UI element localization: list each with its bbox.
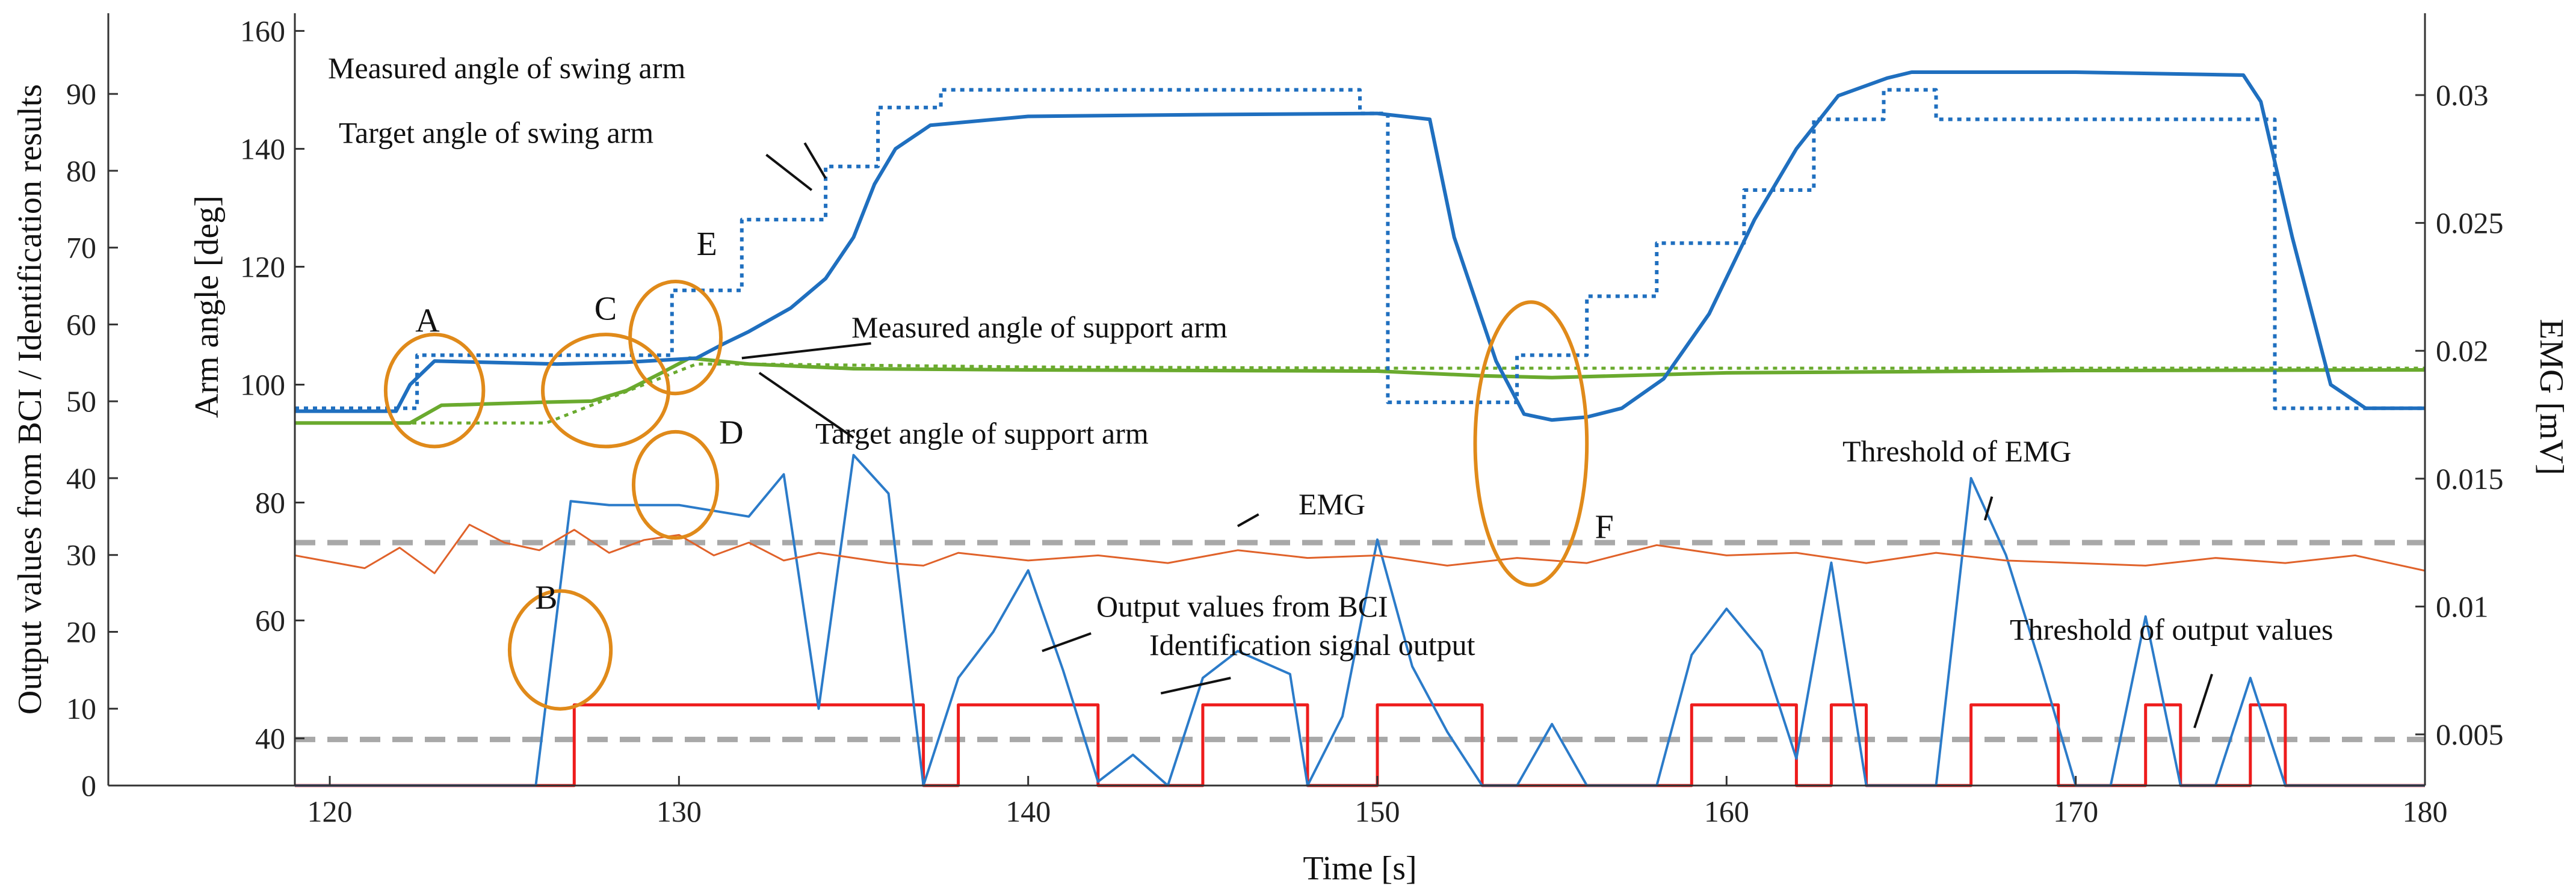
annotation-leader-line	[1983, 496, 1994, 521]
annotation-leader-line	[1042, 632, 1092, 653]
series-support-measured	[295, 356, 2426, 425]
marker-letter-c: C	[595, 291, 617, 328]
marker-letter-d: D	[719, 414, 743, 452]
right-y-tick-label: 0.03	[2436, 78, 2489, 112]
x-tick-label: 150	[1355, 795, 1400, 828]
outer-y-tick-label: 80	[66, 154, 96, 188]
outer-y-tick-label: 70	[66, 231, 96, 265]
right-y-tick-label: 0.025	[2436, 206, 2504, 240]
x-tick-label: 170	[2053, 795, 2098, 828]
annotation-label: Target angle of swing arm	[339, 116, 653, 150]
series-bci-output	[295, 454, 2425, 787]
series-support-target	[295, 362, 2425, 425]
annotation-label: Identification signal output	[1149, 628, 1475, 662]
marker-letter-a: A	[415, 302, 440, 339]
outer-y-tick-label: 60	[66, 307, 96, 341]
annotation-leader-line	[803, 142, 827, 179]
series-identification	[295, 703, 2425, 787]
inner-y-tick-label: 60	[255, 604, 285, 638]
outer-y-tick-label: 20	[66, 615, 96, 648]
x-tick-label: 120	[307, 795, 353, 828]
circle-E	[628, 279, 723, 396]
annotation-label: Output values from BCI	[1096, 589, 1388, 623]
circle-F	[1473, 300, 1589, 587]
annotation-label: Measured angle of support arm	[851, 310, 1228, 344]
circle-C	[541, 333, 670, 449]
marker-letter-f: F	[1595, 508, 1614, 546]
outer-y-tick-label: 50	[66, 384, 96, 418]
outer-y-tick-label: 0	[81, 769, 96, 802]
outer-y-tick-label: 40	[66, 461, 96, 495]
circle-A	[383, 333, 486, 449]
annotation-leader-line	[1160, 677, 1231, 695]
inner-y-tick-label: 120	[240, 250, 285, 283]
annotation-label: Threshold of output values	[2010, 612, 2333, 646]
outer-y-axis-title: Output values from BCI / Identification …	[11, 84, 49, 715]
x-tick-label: 130	[656, 795, 702, 828]
annotation-leader-line	[2193, 674, 2213, 728]
x-tick-label: 140	[1005, 795, 1051, 828]
series-swing-measured	[295, 70, 2425, 422]
right-y-axis-title: EMG [mV]	[2533, 319, 2570, 475]
circle-D	[631, 429, 720, 540]
annotation-leader-line	[765, 153, 813, 191]
annotation-leader-line	[758, 372, 854, 439]
annotation-label: Measured angle of swing arm	[328, 51, 685, 85]
right-y-tick-label: 0.01	[2436, 589, 2489, 623]
series-emg	[294, 523, 2426, 574]
right-y-tick-label: 0.015	[2436, 462, 2504, 496]
inner-y-tick-label: 160	[240, 14, 285, 48]
inner-y-tick-label: 100	[240, 368, 285, 401]
inner-y-tick-label: 140	[240, 132, 285, 165]
x-tick-label: 160	[1704, 795, 1749, 828]
circle-B	[507, 589, 613, 711]
x-axis-title: Time [s]	[1303, 850, 1416, 887]
outer-y-tick-label: 10	[66, 692, 96, 725]
annotation-label: EMG	[1299, 487, 1365, 521]
marker-letter-e: E	[697, 226, 717, 263]
annotation-label: Target angle of support arm	[815, 417, 1149, 451]
annotation-label: Threshold of EMG	[1842, 434, 2072, 468]
series-swing-target	[295, 88, 2425, 410]
right-y-tick-label: 0.005	[2436, 718, 2504, 751]
inner-y-tick-label: 80	[255, 486, 285, 520]
outer-y-tick-label: 90	[66, 77, 96, 111]
annotation-leader-line	[1237, 513, 1259, 527]
inner-y-tick-label: 40	[255, 722, 285, 755]
x-tick-label: 180	[2403, 795, 2448, 828]
right-y-tick-label: 0.02	[2436, 334, 2489, 368]
annotation-leader-line	[741, 342, 871, 360]
inner-y-axis-title: Arm angle [deg]	[188, 195, 226, 418]
outer-y-tick-label: 30	[66, 538, 96, 572]
marker-letter-b: B	[535, 579, 557, 617]
